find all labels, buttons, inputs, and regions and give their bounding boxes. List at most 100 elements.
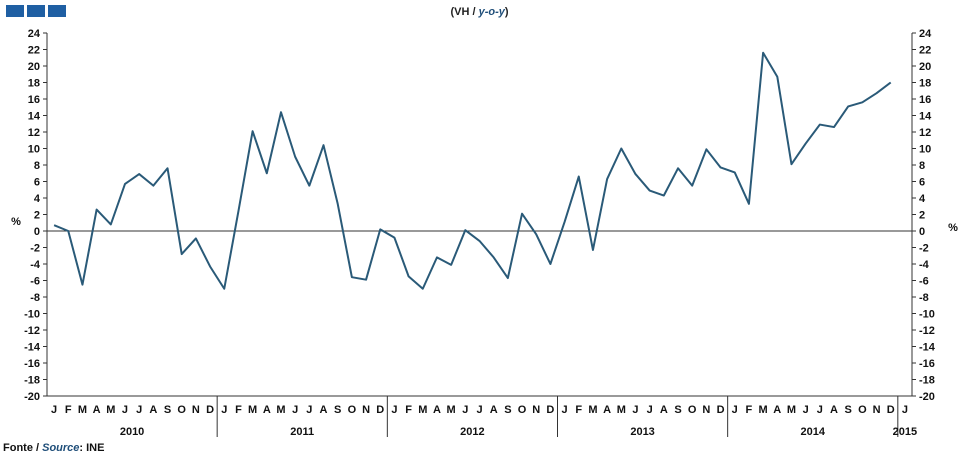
y-tick-label-left: 16 [28, 94, 40, 106]
y-tick-label-left: -18 [24, 375, 40, 387]
brand-block-icon [6, 5, 24, 17]
y-tick-label-left: -12 [24, 325, 40, 337]
x-tick-label-month: J [902, 404, 908, 416]
x-tick-label-year: 2012 [460, 426, 484, 438]
y-tick-label-right: -14 [919, 342, 936, 354]
y-tick-label-right: -18 [919, 375, 935, 387]
x-tick-label-month: M [787, 404, 796, 416]
y-tick-label-right: 0 [919, 226, 925, 238]
y-tick-label-left: 2 [34, 210, 40, 222]
x-tick-label-month: M [248, 404, 257, 416]
x-tick-label-month: S [845, 404, 852, 416]
y-tick-label-right: -4 [919, 259, 930, 271]
x-tick-label-month: J [817, 404, 823, 416]
x-tick-label-month: J [221, 404, 227, 416]
x-tick-label-month: J [476, 404, 482, 416]
x-tick-label-month: A [603, 404, 611, 416]
y-tick-label-left: 20 [28, 61, 40, 73]
source-prefix: Fonte / [3, 442, 43, 454]
x-tick-label-month: J [292, 404, 298, 416]
y-tick-label-left: -14 [24, 342, 41, 354]
x-tick-label-month: A [93, 404, 101, 416]
x-tick-label-month: A [490, 404, 498, 416]
y-tick-label-left: -10 [24, 309, 40, 321]
x-tick-label-month: S [504, 404, 511, 416]
y-tick-label-right: 6 [919, 177, 925, 189]
chart-title-prefix: (VH / [450, 6, 479, 18]
x-tick-label-month: O [348, 404, 357, 416]
x-tick-label-month: F [405, 404, 412, 416]
x-tick-label-month: J [632, 404, 638, 416]
x-tick-label-month: O [177, 404, 186, 416]
x-tick-label-month: M [447, 404, 456, 416]
y-tick-label-right: 2 [919, 210, 925, 222]
x-tick-label-month: N [702, 404, 710, 416]
y-tick-label-left: 4 [34, 193, 41, 205]
y-tick-label-left: -16 [24, 358, 40, 370]
y-tick-label-right: 10 [919, 144, 931, 156]
brand-block-icon [27, 5, 45, 17]
y-tick-label-left: 18 [28, 78, 40, 90]
y-tick-label-right: -8 [919, 292, 929, 304]
x-tick-label-month: F [65, 404, 72, 416]
y-tick-label-left: 12 [28, 127, 40, 139]
x-tick-label-month: F [235, 404, 242, 416]
x-tick-label-month: S [334, 404, 341, 416]
x-tick-label-month: D [717, 404, 725, 416]
y-tick-label-right: -10 [919, 309, 935, 321]
y-tick-label-left: -6 [30, 276, 40, 288]
x-tick-label-month: J [51, 404, 57, 416]
x-tick-label-month: A [773, 404, 781, 416]
y-tick-label-left: 8 [34, 160, 40, 172]
y-tick-label-right: 14 [919, 111, 932, 123]
x-tick-label-month: S [674, 404, 681, 416]
source-note: Fonte / Source: INE [3, 442, 104, 454]
series-line [53, 51, 892, 290]
x-tick-label-year: 2010 [120, 426, 144, 438]
y-tick-label-right: 24 [919, 28, 932, 40]
y-tick-label-left: 14 [28, 111, 41, 123]
x-tick-label-year: 2011 [290, 426, 314, 438]
y-axis-label-left: % [11, 216, 21, 228]
x-tick-label-month: D [546, 404, 554, 416]
x-tick-label-month: A [433, 404, 441, 416]
x-tick-label-month: N [532, 404, 540, 416]
y-tick-label-right: -6 [919, 276, 929, 288]
y-tick-label-right: 12 [919, 127, 931, 139]
x-tick-label-month: F [746, 404, 753, 416]
y-tick-label-right: -2 [919, 243, 929, 255]
x-tick-label-month: J [562, 404, 568, 416]
x-tick-label-month: J [647, 404, 653, 416]
y-axis-label-right: % [948, 222, 958, 234]
y-tick-label-left: -8 [30, 292, 40, 304]
x-tick-label-month: A [830, 404, 838, 416]
x-tick-label-month: J [803, 404, 809, 416]
y-tick-label-left: 10 [28, 144, 40, 156]
x-tick-label-month: A [660, 404, 668, 416]
source-italic: Source [42, 442, 80, 454]
y-tick-label-right: -16 [919, 358, 935, 370]
x-tick-label-month: A [263, 404, 271, 416]
chart-title: (VH / y-o-y) [0, 6, 959, 18]
source-suffix: : INE [79, 442, 105, 454]
x-tick-label-month: M [418, 404, 427, 416]
x-tick-label-month: N [873, 404, 881, 416]
y-tick-label-right: 16 [919, 94, 931, 106]
y-tick-label-right: 8 [919, 160, 925, 172]
y-tick-label-left: -20 [24, 391, 40, 403]
x-tick-label-month: N [362, 404, 370, 416]
chart-title-suffix: ) [504, 6, 509, 18]
x-tick-label-month: N [192, 404, 200, 416]
x-tick-label-month: F [575, 404, 582, 416]
y-tick-label-left: 0 [34, 226, 40, 238]
x-tick-label-month: O [518, 404, 527, 416]
x-tick-label-month: A [320, 404, 328, 416]
x-tick-label-month: O [858, 404, 867, 416]
x-tick-label-month: D [206, 404, 214, 416]
x-tick-label-month: J [391, 404, 397, 416]
x-tick-label-month: J [306, 404, 312, 416]
x-tick-label-month: A [149, 404, 157, 416]
x-tick-label-month: M [588, 404, 597, 416]
y-tick-label-right: 18 [919, 78, 931, 90]
